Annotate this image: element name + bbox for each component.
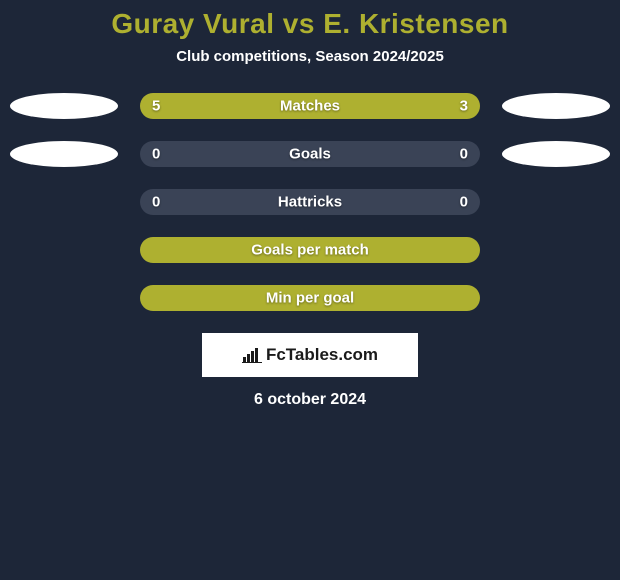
photo-spacer — [502, 285, 610, 311]
stat-value-right: 3 — [460, 98, 468, 115]
photo-spacer — [502, 189, 610, 215]
stat-row: 0 Goals 0 — [0, 141, 620, 167]
stat-value-left: 0 — [152, 194, 160, 211]
stat-label: Hattricks — [278, 194, 342, 211]
player-photo-right — [502, 93, 610, 119]
brand-box: FcTables.com — [202, 333, 418, 377]
stat-row: 0 Hattricks 0 — [0, 189, 620, 215]
stat-bar: 0 Hattricks 0 — [140, 189, 480, 215]
stat-label: Min per goal — [266, 290, 354, 307]
player-photo-left — [10, 141, 118, 167]
stat-bar: 5 Matches 3 — [140, 93, 480, 119]
photo-spacer — [10, 237, 118, 263]
stat-bar: Min per goal — [140, 285, 480, 311]
comparison-rows: 5 Matches 3 0 Goals 0 0 Hattricks 0 Goals per mat… — [0, 93, 620, 311]
stat-bar: Goals per match — [140, 237, 480, 263]
date-label: 6 october 2024 — [0, 391, 620, 409]
stat-label: Goals per match — [251, 242, 369, 259]
subtitle: Club competitions, Season 2024/2025 — [0, 48, 620, 65]
photo-spacer — [10, 285, 118, 311]
stat-value-right: 0 — [460, 146, 468, 163]
stat-value-right: 0 — [460, 194, 468, 211]
stat-row: 5 Matches 3 — [0, 93, 620, 119]
photo-spacer — [10, 189, 118, 215]
brand-text: FcTables.com — [266, 345, 378, 365]
stat-value-left: 0 — [152, 146, 160, 163]
stat-label: Goals — [289, 146, 331, 163]
stat-row: Goals per match — [0, 237, 620, 263]
player-photo-right — [502, 141, 610, 167]
photo-spacer — [502, 237, 610, 263]
chart-icon — [242, 347, 262, 363]
stat-row: Min per goal — [0, 285, 620, 311]
page-title: Guray Vural vs E. Kristensen — [0, 8, 620, 40]
stat-label: Matches — [280, 98, 340, 115]
stat-value-left: 5 — [152, 98, 160, 115]
brand-label: FcTables.com — [242, 345, 378, 365]
stat-bar: 0 Goals 0 — [140, 141, 480, 167]
player-photo-left — [10, 93, 118, 119]
